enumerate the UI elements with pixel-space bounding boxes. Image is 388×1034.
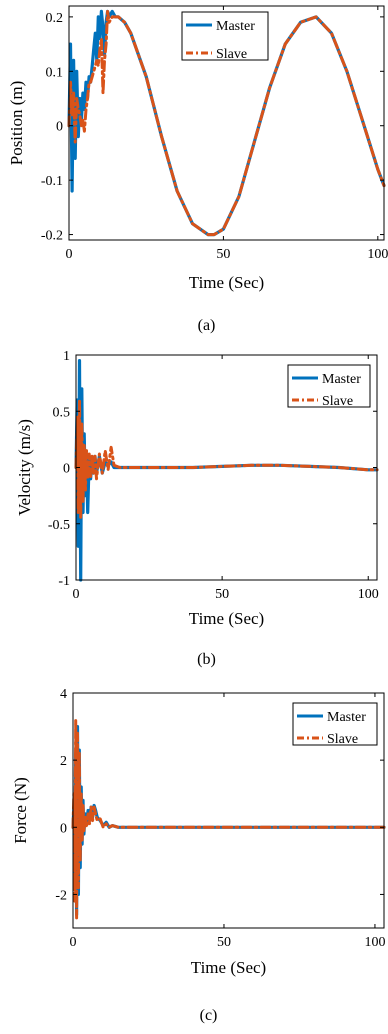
x-tick-label: 0 — [73, 587, 80, 602]
y-tick-label: 0.1 — [46, 65, 64, 80]
y-tick-label: -0.5 — [48, 518, 70, 533]
legend-label-master: Master — [216, 19, 255, 34]
y-tick-label: 2 — [60, 754, 67, 769]
x-tick-label: 50 — [216, 247, 230, 262]
x-tick-label: 100 — [364, 935, 385, 950]
subfigure-caption: (b) — [197, 651, 216, 668]
series-line-master — [71, 724, 386, 917]
y-axis-label: Velocity (m/s) — [15, 419, 34, 516]
y-axis-label: Force (N) — [11, 777, 30, 844]
series-line-slave — [67, 9, 386, 237]
y-tick-label: 0 — [63, 462, 70, 477]
axes-box — [72, 692, 385, 929]
y-tick-label: 0 — [56, 120, 63, 135]
x-axis-label: Time (Sec) — [189, 273, 264, 292]
x-axis-label: Time (Sec) — [191, 958, 266, 977]
y-tick-label: -0.2 — [41, 229, 63, 244]
series-line-slave — [74, 398, 379, 520]
legend-box — [287, 364, 371, 408]
y-tick-label: -0.1 — [41, 174, 63, 189]
y-tick-label: 0.5 — [53, 405, 71, 420]
legend-label-master: Master — [327, 710, 366, 725]
x-tick-label: 0 — [70, 935, 77, 950]
x-tick-label: 100 — [358, 587, 379, 602]
y-tick-label: 0 — [60, 821, 67, 836]
x-tick-label: 0 — [66, 247, 73, 262]
y-tick-label: 1 — [63, 349, 70, 364]
legend-label-slave: Slave — [327, 732, 358, 747]
x-axis-label: Time (Sec) — [189, 609, 264, 628]
y-tick-label: 0.2 — [46, 11, 64, 26]
y-tick-label: -1 — [58, 574, 70, 589]
y-axis-label: Position (m) — [7, 81, 26, 166]
x-tick-label: 50 — [215, 587, 229, 602]
subfigure-caption: (c) — [200, 1007, 218, 1024]
subfigure-caption: (a) — [198, 317, 216, 334]
axes-box — [68, 5, 385, 241]
legend-label-slave: Slave — [322, 394, 353, 409]
legend-label-master: Master — [322, 372, 361, 387]
y-tick-label: -2 — [55, 888, 67, 903]
y-tick-label: 4 — [60, 687, 67, 702]
series-line-slave — [71, 718, 386, 920]
legend-label-slave: Slave — [216, 47, 247, 62]
x-tick-label: 50 — [217, 935, 231, 950]
x-tick-label: 100 — [367, 247, 388, 262]
